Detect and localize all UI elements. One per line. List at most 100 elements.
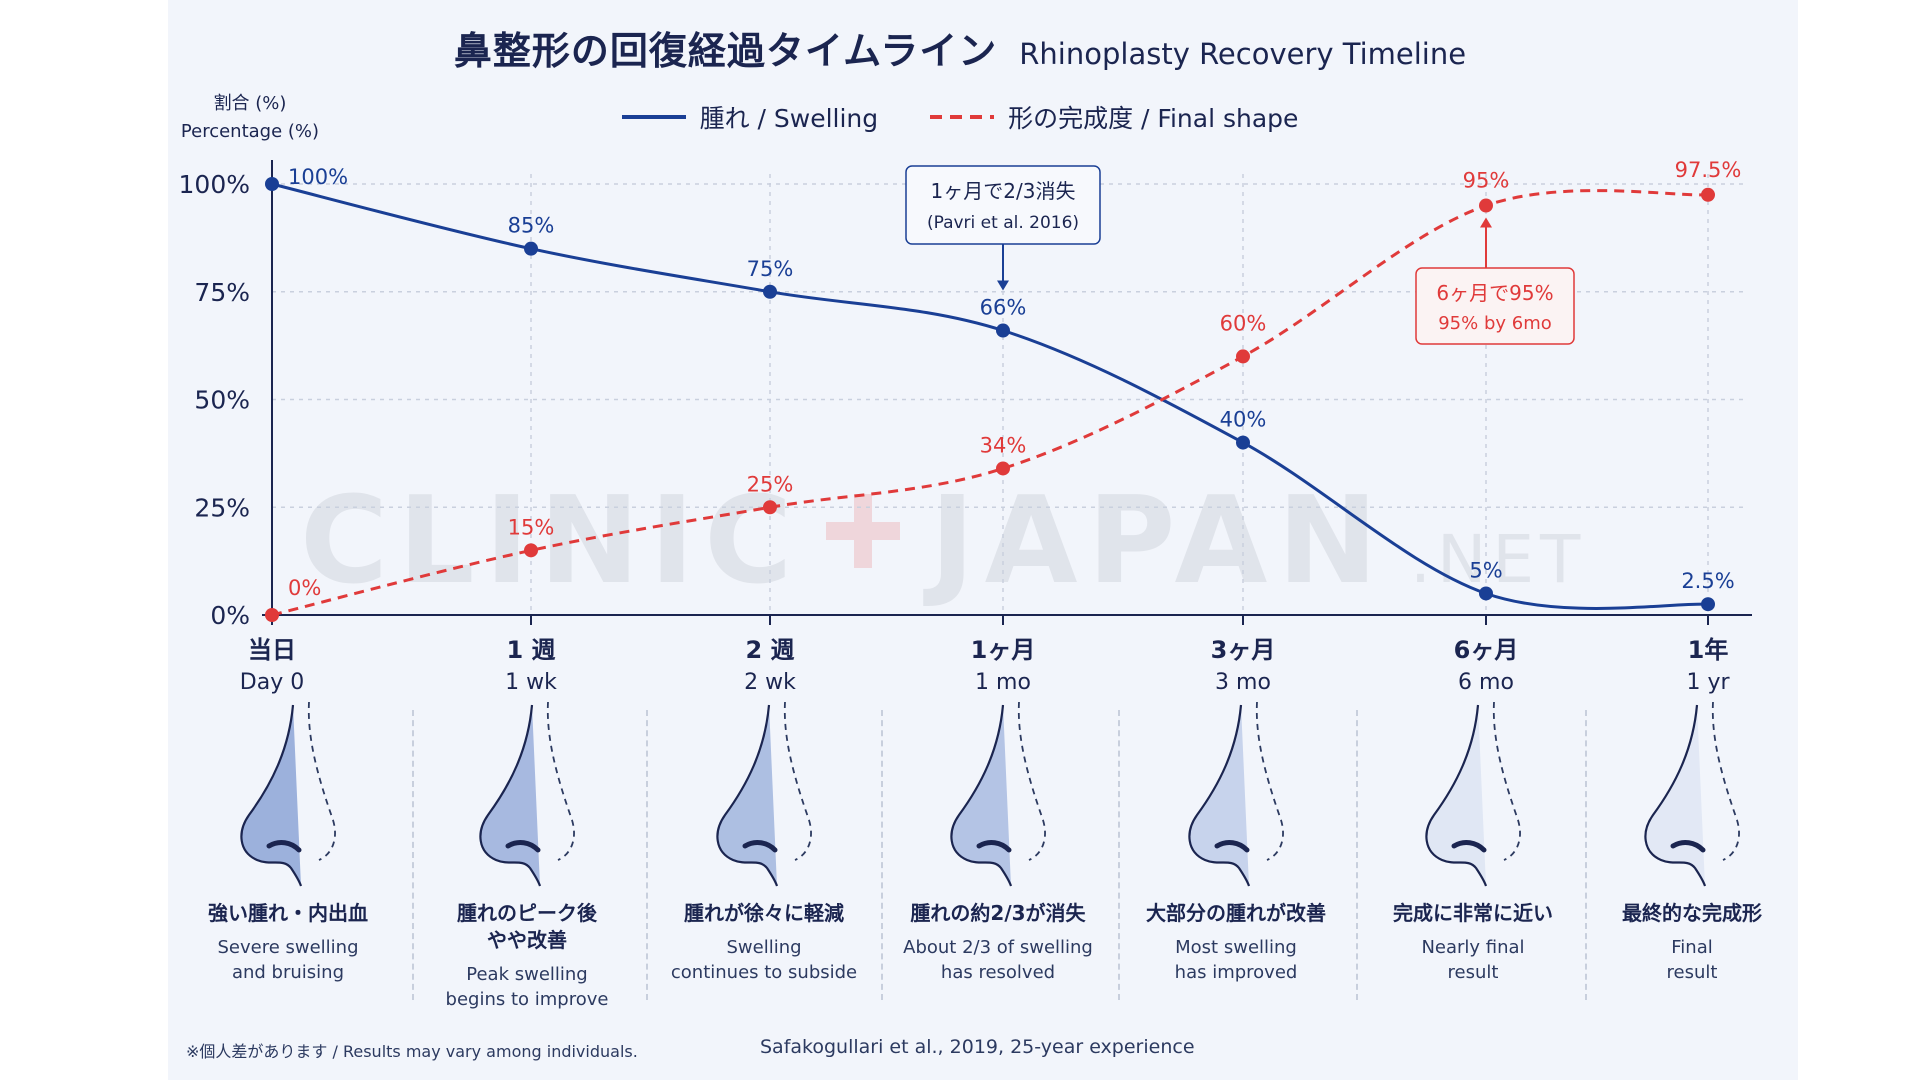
stage-title: 腫れが徐々に軽減 xyxy=(654,900,874,927)
stage-divider xyxy=(412,710,414,1000)
footnote: ※個人差があります / Results may vary among indiv… xyxy=(186,1042,638,1061)
data-point xyxy=(524,241,538,256)
stage-description-line: Most swelling xyxy=(1175,937,1297,958)
stage-description: Severe swelling and bruising xyxy=(178,935,398,985)
stage-description-line: and bruising xyxy=(231,962,345,983)
stage-divider xyxy=(1118,710,1120,1000)
stage-description-line: result xyxy=(1666,962,1718,983)
data-label: 2.5% xyxy=(1681,569,1734,593)
data-label: 97.5% xyxy=(1675,158,1742,182)
data-point xyxy=(265,177,279,191)
stage-description: About 2/3 of swelling has resolved xyxy=(888,935,1108,985)
annotation-arrowhead xyxy=(1480,217,1492,228)
stage-description-line: begins to improve xyxy=(445,989,609,1010)
x-tick-label-en: 3 mo xyxy=(1215,670,1271,695)
data-point xyxy=(1479,198,1493,213)
legend-swatch-solid xyxy=(621,115,686,119)
watermark-japan: JAPAN xyxy=(923,472,1388,611)
data-label: 75% xyxy=(747,257,794,281)
legend: 腫れ / Swelling 形の完成度 / Final shape xyxy=(0,98,1920,135)
annotation-swelling: 1ヶ月で2/3消失 (Pavri et al. 2016) xyxy=(905,165,1101,291)
y-axis-label-jp: 割合 (%) xyxy=(213,93,287,114)
y-tick-label: 50% xyxy=(194,386,250,415)
data-point xyxy=(265,608,279,622)
annotation-line2: 95% by 6mo xyxy=(1438,313,1552,334)
stage-card: 大部分の腫れが改善 Most swelling has improved xyxy=(1126,690,1346,1020)
line-chart: CLINIC JAPAN .NET 0% 25% 50% 75% 100% 当日 Day 0 1 週… xyxy=(179,158,1752,695)
stage-title-line: 腫れが徐々に軽減 xyxy=(684,901,844,925)
stage-description-line: Nearly final xyxy=(1421,937,1525,958)
x-tick-label-jp: 6ヶ月 xyxy=(1454,636,1519,664)
chart-title: 鼻整形の回復経過タイムライン Rhinoplasty Recovery Timel… xyxy=(0,20,1920,75)
stage-card: 強い腫れ・内出血 Severe swelling and bruising xyxy=(178,690,398,1020)
legend-label-swelling: 腫れ / Swelling xyxy=(699,104,879,133)
data-point xyxy=(1236,435,1250,450)
annotation-arrowhead xyxy=(997,280,1009,291)
stage-card: 腫れが徐々に軽減 Swelling continues to subside xyxy=(654,690,874,1020)
legend-label-final-shape: 形の完成度 / Final shape xyxy=(1008,104,1299,133)
y-axis-label: 割合 (%) Percentage (%) xyxy=(160,90,340,146)
stage-divider xyxy=(646,710,648,1000)
stage-card: 最終的な完成形 Final result xyxy=(1582,690,1802,1020)
x-tick-label-en: Day 0 xyxy=(240,670,304,695)
stage-description-line: has improved xyxy=(1174,962,1298,983)
nose-profile-icon xyxy=(1425,701,1521,887)
data-label: 0% xyxy=(288,576,321,600)
annotation-line2: (Pavri et al. 2016) xyxy=(927,213,1079,233)
annotation-line1: 1ヶ月で2/3消失 xyxy=(931,179,1076,203)
stage-description: Final result xyxy=(1582,935,1802,985)
x-tick-label-jp: 1年 xyxy=(1688,636,1729,664)
stage-description: Swelling continues to subside xyxy=(654,935,874,985)
legend-swatch-dashed xyxy=(930,115,995,119)
nose-profile-icon xyxy=(716,701,812,887)
data-point xyxy=(1479,586,1493,601)
data-label: 60% xyxy=(1220,311,1267,335)
y-tick-label: 75% xyxy=(194,278,250,307)
data-point xyxy=(524,543,538,558)
x-tick-label-en: 1 yr xyxy=(1686,670,1730,695)
nose-profile-icon xyxy=(1188,701,1284,887)
nose-profile-icon xyxy=(240,701,336,887)
x-tick-label-en: 1 mo xyxy=(975,670,1031,695)
annotation-box xyxy=(1415,267,1575,345)
x-tick-label-en: 2 wk xyxy=(744,670,796,695)
stage-description-line: Severe swelling xyxy=(217,937,359,958)
data-point xyxy=(763,500,777,515)
watermark-clinic: CLINIC xyxy=(300,472,802,611)
annotation-line1: 6ヶ月で95% xyxy=(1436,281,1553,305)
stage-title-line: 最終的な完成形 xyxy=(1622,901,1762,925)
x-tick-label-en: 1 wk xyxy=(505,670,557,695)
data-point xyxy=(996,323,1010,338)
stage-divider xyxy=(1585,710,1587,1000)
watermark-logo: CLINIC JAPAN .NET xyxy=(300,472,1580,611)
annotation-final-shape: 6ヶ月で95% 95% by 6mo xyxy=(1415,217,1575,345)
data-point xyxy=(1236,349,1250,364)
stage-description: Most swelling has improved xyxy=(1126,935,1346,985)
title-japanese: 鼻整形の回復経過タイムライン xyxy=(453,29,998,73)
data-label: 40% xyxy=(1220,408,1267,432)
legend-item-swelling: 腫れ / Swelling xyxy=(621,99,879,135)
data-label: 25% xyxy=(747,472,794,496)
stage-card: 腫れの約2/3が消失 About 2/3 of swelling has resol… xyxy=(888,690,1108,1020)
stage-title: 腫れのピーク後 やや改善 xyxy=(417,900,637,954)
data-point xyxy=(1701,597,1715,612)
data-label: 34% xyxy=(980,433,1027,457)
source-citation: Safakogullari et al., 2019, 25-year expe… xyxy=(760,1036,1195,1058)
stage-card: 腫れのピーク後 やや改善 Peak swelling begins to improv… xyxy=(417,690,637,1020)
stage-divider xyxy=(881,710,883,1000)
nose-profile-icon xyxy=(950,701,1046,887)
stage-divider xyxy=(1356,710,1358,1000)
x-tick-label-jp: 1 週 xyxy=(506,636,555,664)
y-axis-label-en: Percentage (%) xyxy=(180,121,320,142)
nose-profile-icon xyxy=(479,701,575,887)
data-point xyxy=(763,284,777,299)
data-point xyxy=(1701,187,1715,202)
watermark-cross-h xyxy=(826,522,900,540)
stage-description-line: result xyxy=(1447,962,1499,983)
stage-title-line: 腫れの約2/3が消失 xyxy=(910,901,1086,925)
x-tick-label-jp: 3ヶ月 xyxy=(1211,636,1276,664)
data-label: 85% xyxy=(508,214,555,238)
data-label: 15% xyxy=(508,515,555,539)
stage-title: 腫れの約2/3が消失 xyxy=(888,900,1108,927)
data-label: 95% xyxy=(1463,169,1510,193)
